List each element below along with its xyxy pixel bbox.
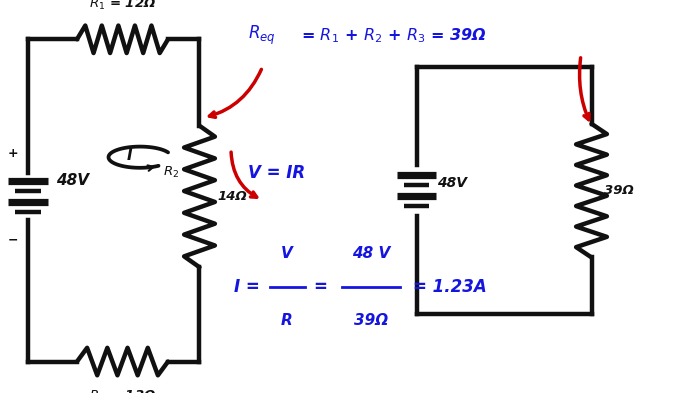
Text: $R_{eq}$: $R_{eq}$ (248, 24, 276, 47)
Text: =: = (314, 278, 328, 296)
Text: −: − (8, 233, 18, 246)
Text: V: V (281, 246, 293, 261)
Text: $R_2$: $R_2$ (163, 165, 180, 180)
Text: 39Ω: 39Ω (354, 313, 388, 328)
Text: 39Ω: 39Ω (604, 184, 634, 197)
Text: 48 V: 48 V (352, 246, 390, 261)
Text: V = IR: V = IR (248, 164, 306, 182)
Text: I =: I = (234, 278, 260, 296)
Text: $R_1$ = 12Ω: $R_1$ = 12Ω (89, 0, 156, 12)
Text: 14Ω: 14Ω (217, 190, 246, 203)
Text: +: + (7, 147, 18, 160)
Text: = 1.23A: = 1.23A (413, 278, 486, 296)
Text: R: R (281, 313, 293, 328)
Text: = $R_1$ + $R_2$ + $R_3$ = 39Ω: = $R_1$ + $R_2$ + $R_3$ = 39Ω (301, 26, 487, 45)
Text: 48V: 48V (56, 173, 89, 188)
Text: I: I (127, 148, 132, 163)
Text: $R_3$ = 13Ω: $R_3$ = 13Ω (89, 389, 156, 393)
Text: 48V: 48V (438, 176, 468, 190)
